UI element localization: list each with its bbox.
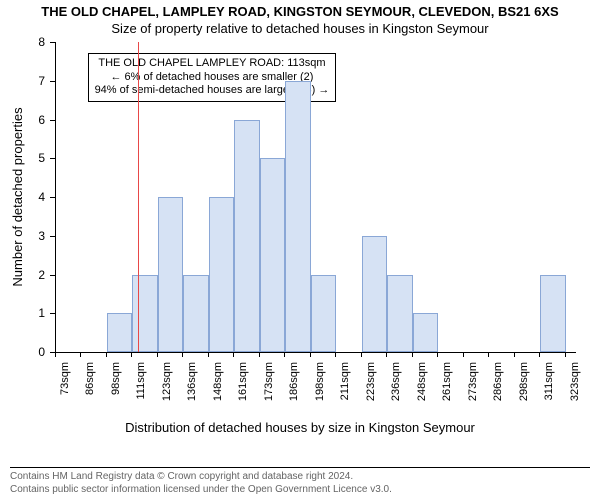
x-tick-mark bbox=[437, 352, 438, 357]
y-tick-mark bbox=[50, 158, 55, 159]
y-tick-label: 4 bbox=[0, 190, 45, 204]
y-tick-mark bbox=[50, 120, 55, 121]
x-tick-mark bbox=[488, 352, 489, 357]
chart-area: Number of detached properties THE OLD CH… bbox=[0, 42, 600, 442]
y-tick-label: 6 bbox=[0, 113, 45, 127]
x-tick-mark bbox=[310, 352, 311, 357]
footer-line2: Contains public sector information licen… bbox=[10, 484, 590, 497]
histogram-bar bbox=[413, 313, 438, 352]
annotation-line1: THE OLD CHAPEL LAMPLEY ROAD: 113sqm bbox=[95, 57, 330, 71]
plot-region: THE OLD CHAPEL LAMPLEY ROAD: 113sqm ← 6%… bbox=[55, 42, 576, 353]
y-tick-mark bbox=[50, 42, 55, 43]
title-line1: THE OLD CHAPEL, LAMPLEY ROAD, KINGSTON S… bbox=[0, 4, 600, 19]
footer: Contains HM Land Registry data © Crown c… bbox=[10, 467, 590, 496]
x-tick-mark bbox=[80, 352, 81, 357]
x-tick-mark bbox=[412, 352, 413, 357]
histogram-bar bbox=[540, 275, 565, 353]
histogram-bar bbox=[107, 313, 132, 352]
x-tick-mark bbox=[565, 352, 566, 357]
y-tick-mark bbox=[50, 313, 55, 314]
marker-line bbox=[138, 42, 139, 352]
x-tick-mark bbox=[514, 352, 515, 357]
x-tick-label: 298sqm bbox=[518, 362, 530, 422]
y-tick-mark bbox=[50, 275, 55, 276]
x-tick-mark bbox=[106, 352, 107, 357]
x-tick-label: 261sqm bbox=[441, 362, 453, 422]
x-tick-mark bbox=[157, 352, 158, 357]
x-tick-label: 173sqm bbox=[263, 362, 275, 422]
x-tick-mark bbox=[182, 352, 183, 357]
x-tick-mark bbox=[539, 352, 540, 357]
x-tick-label: 323sqm bbox=[569, 362, 581, 422]
x-tick-label: 198sqm bbox=[314, 362, 326, 422]
x-tick-mark bbox=[55, 352, 56, 357]
x-tick-label: 286sqm bbox=[492, 362, 504, 422]
x-tick-label: 223sqm bbox=[365, 362, 377, 422]
title-line2: Size of property relative to detached ho… bbox=[0, 21, 600, 36]
x-tick-label: 73sqm bbox=[59, 362, 71, 422]
x-axis-label: Distribution of detached houses by size … bbox=[0, 420, 600, 435]
x-tick-label: 86sqm bbox=[84, 362, 96, 422]
x-tick-mark bbox=[259, 352, 260, 357]
y-tick-mark bbox=[50, 197, 55, 198]
x-tick-label: 111sqm bbox=[135, 362, 147, 422]
y-tick-label: 0 bbox=[0, 345, 45, 359]
y-tick-mark bbox=[50, 236, 55, 237]
chart-container: THE OLD CHAPEL, LAMPLEY ROAD, KINGSTON S… bbox=[0, 0, 600, 500]
x-tick-mark bbox=[335, 352, 336, 357]
x-tick-label: 186sqm bbox=[288, 362, 300, 422]
y-tick-label: 3 bbox=[0, 229, 45, 243]
y-tick-label: 5 bbox=[0, 151, 45, 165]
x-tick-label: 148sqm bbox=[212, 362, 224, 422]
x-tick-label: 311sqm bbox=[543, 362, 555, 422]
x-tick-mark bbox=[284, 352, 285, 357]
x-tick-label: 211sqm bbox=[339, 362, 351, 422]
x-tick-mark bbox=[131, 352, 132, 357]
x-tick-mark bbox=[463, 352, 464, 357]
x-tick-mark bbox=[208, 352, 209, 357]
y-tick-label: 1 bbox=[0, 306, 45, 320]
footer-line1: Contains HM Land Registry data © Crown c… bbox=[10, 471, 590, 484]
x-tick-mark bbox=[361, 352, 362, 357]
y-tick-label: 8 bbox=[0, 35, 45, 49]
histogram-bar bbox=[183, 275, 208, 353]
y-tick-label: 7 bbox=[0, 74, 45, 88]
x-tick-mark bbox=[233, 352, 234, 357]
x-tick-mark bbox=[386, 352, 387, 357]
title-block: THE OLD CHAPEL, LAMPLEY ROAD, KINGSTON S… bbox=[0, 0, 600, 36]
x-tick-label: 273sqm bbox=[467, 362, 479, 422]
histogram-bar bbox=[158, 197, 183, 352]
histogram-bar bbox=[285, 81, 310, 352]
x-tick-label: 161sqm bbox=[237, 362, 249, 422]
x-tick-label: 98sqm bbox=[110, 362, 122, 422]
histogram-bar bbox=[260, 158, 285, 352]
histogram-bar bbox=[362, 236, 387, 352]
x-tick-label: 248sqm bbox=[416, 362, 428, 422]
histogram-bar bbox=[387, 275, 412, 353]
histogram-bar bbox=[234, 120, 259, 353]
x-tick-label: 136sqm bbox=[186, 362, 198, 422]
histogram-bar bbox=[209, 197, 234, 352]
x-tick-label: 123sqm bbox=[161, 362, 173, 422]
y-tick-mark bbox=[50, 81, 55, 82]
histogram-bar bbox=[311, 275, 336, 353]
y-tick-label: 2 bbox=[0, 268, 45, 282]
x-tick-label: 236sqm bbox=[390, 362, 402, 422]
histogram-bar bbox=[132, 275, 157, 353]
